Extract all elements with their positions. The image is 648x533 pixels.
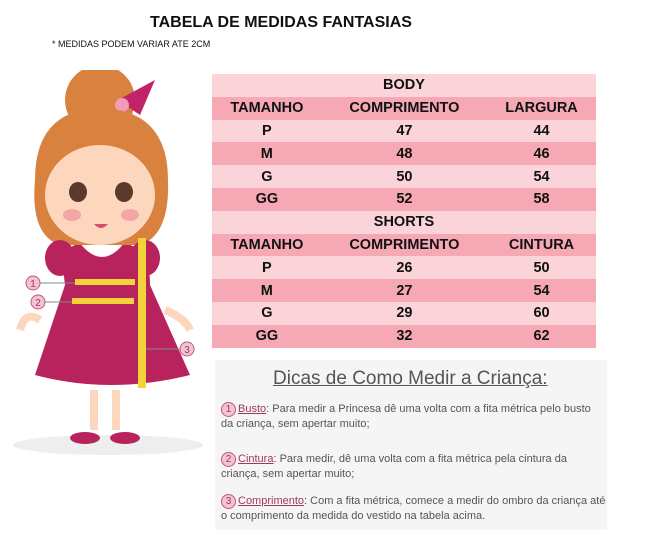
data-row: G 50 54 <box>212 165 596 188</box>
column-header: LARGURA <box>505 100 578 117</box>
data-row: GG 32 62 <box>212 324 596 348</box>
cell: 29 <box>396 305 413 322</box>
cell: 54 <box>533 168 550 185</box>
cell: GG <box>255 328 279 345</box>
column-header: TAMANHO <box>230 100 304 117</box>
tips-title: Dicas de Como Medir a Criança: <box>273 368 548 389</box>
cell: 44 <box>533 122 550 139</box>
section-row: BODY <box>212 74 596 97</box>
cell: 50 <box>396 168 413 185</box>
cell: 48 <box>396 145 413 162</box>
cell: 32 <box>396 328 413 345</box>
data-row: G 29 60 <box>212 301 596 325</box>
tip-item: 2 Cintura: Para medir, dê uma volta com a… <box>221 452 606 481</box>
tip-number: 1 <box>221 402 236 417</box>
tip-label: Cintura <box>238 453 274 465</box>
section-title: SHORTS <box>373 214 435 231</box>
marker: 3 <box>184 345 190 356</box>
cell: 47 <box>396 122 413 139</box>
header-row: TAMANHO COMPRIMENTO LARGURA <box>212 96 596 120</box>
data-row: M 27 54 <box>212 279 596 302</box>
tip-item: 3 Comprimento: Com a fita métrica, comece… <box>221 494 606 523</box>
cell: 54 <box>533 282 550 299</box>
cell: 26 <box>396 259 413 276</box>
cell: 58 <box>533 191 550 208</box>
section-title: BODY <box>383 77 425 94</box>
tip-label: Busto <box>238 403 267 415</box>
cell: 60 <box>533 305 550 322</box>
tip-text: : Para medir a Princesa dê uma volta com… <box>221 403 591 430</box>
tip-number: 2 <box>221 452 236 467</box>
data-row: P 26 50 <box>212 256 596 280</box>
column-header: COMPRIMENTO <box>349 236 460 253</box>
title: TABELA DE MEDIDAS FANTASIAS <box>150 14 412 31</box>
cell: GG <box>255 191 279 208</box>
cell: 52 <box>396 191 413 208</box>
note: * MEDIDAS PODEM VARIAR ATE 2CM <box>52 39 211 49</box>
tip-number: 3 <box>221 494 236 509</box>
tip-text: : Para medir, dê uma volta com a fita mé… <box>221 453 567 480</box>
column-header: COMPRIMENTO <box>349 100 460 117</box>
column-header: CINTURA <box>508 236 575 253</box>
tip-text: : Com a fita métrica, comece a medir do … <box>221 495 606 522</box>
cell: 46 <box>533 145 550 162</box>
cell: M <box>260 282 273 299</box>
size-table: BODY TAMANHO COMPRIMENTO LARGURA P 47 44 M 48 46 G… <box>212 74 596 348</box>
cell: 50 <box>533 259 550 276</box>
marker: 1 <box>30 279 36 290</box>
tip-label: Comprimento <box>238 495 305 507</box>
header-row: TAMANHO COMPRIMENTO CINTURA <box>212 233 596 257</box>
data-row: M 48 46 <box>212 142 596 166</box>
data-row: P 47 44 <box>212 119 596 143</box>
illustration: 1 2 3 <box>13 70 203 455</box>
tips-box: Dicas de Como Medir a Criança: 1 Busto: P… <box>215 360 607 530</box>
cell: P <box>262 259 272 276</box>
data-row: GG 52 58 <box>212 187 596 211</box>
cell: G <box>261 305 273 322</box>
cell: 27 <box>396 282 413 299</box>
tip-item: 1 Busto: Para medir a Princesa dê uma vol… <box>221 402 606 431</box>
section-row: SHORTS <box>212 210 596 234</box>
column-header: TAMANHO <box>230 236 304 253</box>
marker: 2 <box>35 298 41 309</box>
cell: M <box>260 145 273 162</box>
cell: G <box>261 168 273 185</box>
cell: 62 <box>533 328 550 345</box>
cell: P <box>262 122 272 139</box>
